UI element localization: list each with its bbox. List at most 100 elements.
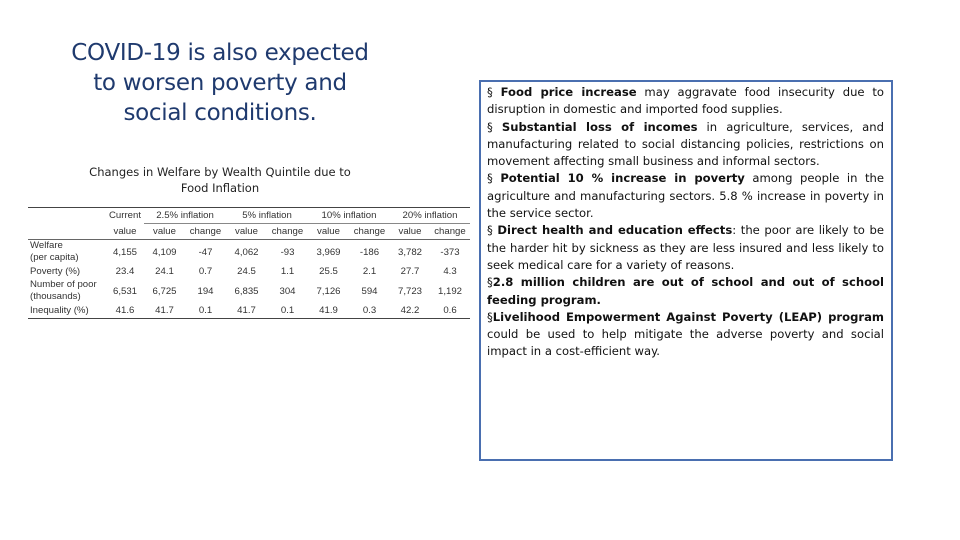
bullet-bold: 2.8 million children are out of school a… [487,275,884,307]
table-cell: 3,782 [397,246,422,258]
sub-header-change: change [349,223,390,240]
table-cell: 41.7 [144,303,185,319]
empty-header-cell [28,208,106,224]
table-cell: 1,192 [437,285,462,297]
bullet-bold: Food price increase [500,85,637,99]
table-cell: 304 [279,285,296,297]
table-cell: 0.1 [267,303,308,319]
bullet-text: : the poor are likely to be the harder h… [487,223,885,272]
table-cell: 6,531 [112,285,137,297]
bullet-income-loss: § Substantial loss of incomes in agricul… [487,119,884,171]
row-label-line: Number of poor [30,279,97,290]
row-label-line: (thousands) [30,291,81,302]
sub-header-value: value [308,223,349,240]
bullet-marker: § [487,275,493,290]
bullet-panel-border [479,80,893,461]
current-subheader: value [106,223,144,240]
bullet-text: in agriculture, services, and manufactur… [487,119,884,169]
bullet-marker: § [487,171,493,186]
table-cell: 6,725 [152,285,177,297]
table-cell: 25.5 [319,266,338,277]
caption-line: Food Inflation [180,181,260,195]
title-line: COVID-19 is also expected [71,40,369,66]
table-cell: 41.7 [226,303,267,319]
bullet-list: § Food price increase may aggravate food… [487,84,884,361]
bullet-text: could be used to help mitigate the adver… [487,327,884,359]
table-cell: 194 [197,285,214,297]
table-cell: 0.6 [430,303,470,319]
bullet-marker: § [487,309,493,324]
table-row-welfare: Welfare (per capita) 4,155 4,109 -47 4,0… [28,240,470,265]
table-cell: -93 [280,246,295,258]
table-cell: 594 [361,285,378,297]
table-cell: -47 [198,246,213,258]
bullet-bold: Potential 10 % increase in poverty [500,171,745,186]
table-cell: 4,155 [112,246,137,258]
row-label-line: (per capita) [30,252,79,263]
group-header-10: 10% inflation [308,207,390,224]
table-cell: 4,109 [152,246,177,258]
table-cell: 42.2 [390,303,430,319]
row-label: Inequality (%) [28,303,106,319]
table-cell: 41.6 [106,303,144,319]
bullet-children-school: §2.8 million children are out of school … [487,274,884,309]
welfare-table-container: Current 2.5% inflation 5% inflation 10% … [28,207,470,319]
row-label: Number of poor (thousands) [28,279,106,303]
table-body: Welfare (per capita) 4,155 4,109 -47 4,0… [28,240,470,319]
empty-header-cell [28,223,106,240]
table-caption: Changes in Welfare by Wealth Quintile du… [70,164,370,196]
table-row-number-of-poor: Number of poor (thousands) 6,531 6,725 1… [28,279,470,303]
table-cell: 4.3 [443,266,457,277]
bullet-text: among people in the agriculture and manu… [487,171,884,221]
table-cell: 24.5 [237,266,256,277]
sub-header-value: value [226,223,267,240]
table-subheader-row: value value change value change value ch… [28,223,470,240]
sub-header-change: change [430,223,470,240]
bullet-bold: Livelihood Empowerment Against Poverty (… [492,309,884,324]
table-cell: 27.7 [400,266,420,277]
table-row-inequality: Inequality (%) 41.6 41.7 0.1 41.7 0.1 41… [28,303,470,319]
table-cell: 0.1 [185,303,226,319]
table-cell: 0.3 [349,303,390,319]
bullet-poverty-increase: § Potential 10 % increase in poverty amo… [487,170,884,222]
bullet-bold: Substantial loss of incomes [501,119,698,134]
row-label: Welfare (per capita) [28,240,106,265]
bullet-food-price: § Food price increase may aggravate food… [487,84,884,119]
bullet-leap-program: §Livelihood Empowerment Against Poverty … [487,309,884,361]
slide-title: COVID-19 is also expected to worsen pove… [60,38,380,128]
group-header-2-5: 2.5% inflation [144,207,226,224]
group-header-5: 5% inflation [226,207,308,224]
table-cell: -373 [440,246,460,258]
table-header-row: Current 2.5% inflation 5% inflation 10% … [28,207,470,224]
table-cell: 0.7 [198,266,213,277]
table-cell: 3,969 [316,246,341,258]
row-label-line: Welfare [30,240,63,251]
bullet-marker: § [487,223,493,238]
table-cell: 24.1 [155,266,174,277]
table-cell: 7,126 [316,285,341,297]
bullet-marker: § [487,85,493,99]
sub-header-change: change [185,223,226,240]
table-cell: 2.1 [362,266,377,277]
welfare-table: Current 2.5% inflation 5% inflation 10% … [28,207,470,319]
sub-header-change: change [267,223,308,240]
table-cell: 23.4 [115,266,135,277]
sub-header-value: value [390,223,430,240]
title-line: social conditions. [123,100,317,126]
title-line: to worsen poverty and [93,70,347,96]
caption-line: Changes in Welfare by Wealth Quintile du… [89,165,351,179]
bullet-health-education: § Direct health and education effects: t… [487,222,884,274]
table-cell: 41.9 [308,303,349,319]
row-label: Poverty (%) [30,265,81,277]
bullet-marker: § [487,119,493,134]
bullet-text: may aggravate food insecurity due to dis… [487,85,885,117]
bullet-bold: Direct health and education effects [497,223,733,238]
table-cell: 6,835 [234,285,259,297]
table-cell: 4,062 [234,246,259,258]
sub-header-value: value [144,223,185,240]
group-header-20: 20% inflation [390,207,470,224]
table-cell: 1.1 [280,266,295,277]
table-cell: 7,723 [397,285,422,297]
table-cell: -186 [359,246,380,258]
current-header: Current [109,210,141,222]
